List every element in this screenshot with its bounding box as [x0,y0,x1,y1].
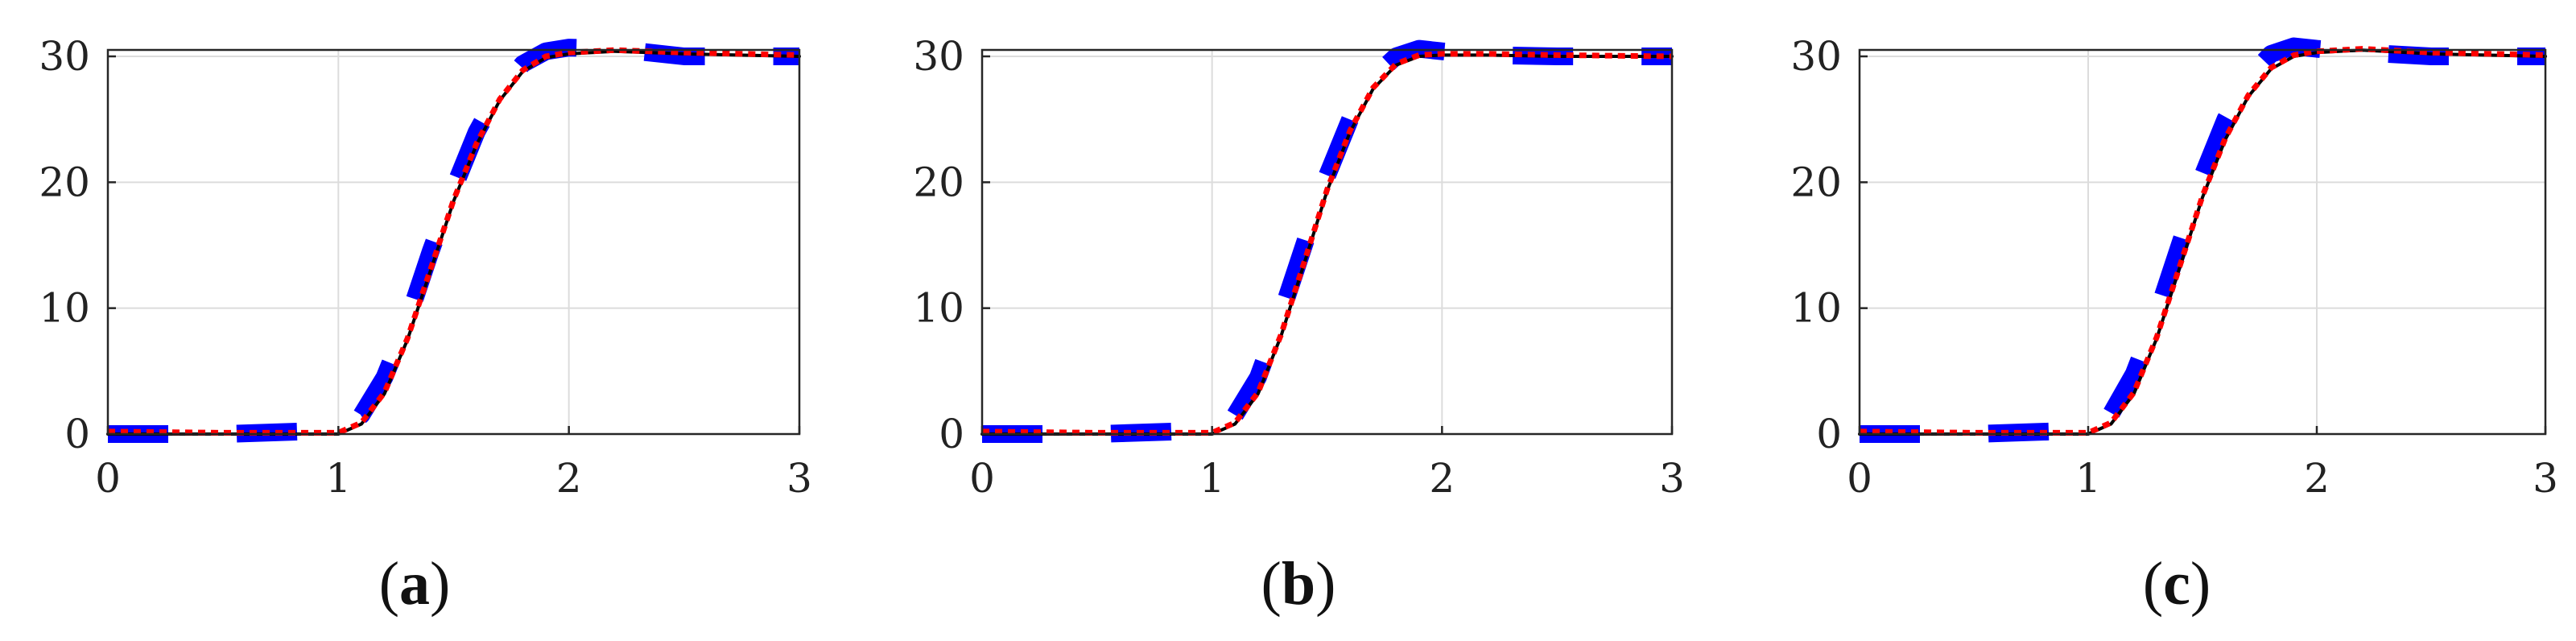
y-tick-label: 10 [39,285,90,332]
plot-area [1860,50,2545,434]
panel-label-close-paren: ) [430,550,450,618]
series-line-blue-thick-dashed [108,39,799,443]
x-tick-label: 1 [325,455,351,502]
x-tick-label: 1 [1199,455,1225,502]
y-tick-label: 30 [1790,33,1842,80]
y-tick-label: 20 [39,159,90,205]
axes-box [106,48,801,436]
x-tick-label: 2 [556,455,582,502]
x-tick-label: 0 [969,455,995,502]
series-line-black-solid [106,49,801,436]
panel-label-open-paren: ( [1261,550,1282,618]
y-tick-label: 20 [913,159,964,205]
y-tick-label: 0 [64,411,90,457]
y-tick-label: 20 [1790,159,1842,205]
panel-label-letter: b [1282,550,1315,618]
y-tick-label: 30 [913,33,964,80]
series-line-red-dotted [107,47,800,436]
panel-label-letter: a [399,550,430,618]
y-tick-label: 0 [939,411,964,457]
series-line-red-dotted [981,51,1673,436]
x-tick-label: 3 [2533,455,2558,502]
series-line-blue-thick-dashed [982,39,1672,443]
y-tick-label: 10 [1790,285,1842,332]
panel-label-open-paren: ( [379,550,399,618]
x-tick-label: 3 [786,455,812,502]
panel-label: (a) [379,550,451,618]
x-tick-label: 3 [1659,455,1685,502]
axes-box [980,48,1674,436]
series-line-red-dotted [1859,46,2546,436]
panel-label-letter: c [2163,550,2190,618]
series-line-blue-thick-dashed [1860,37,2545,443]
x-tick-label: 2 [2304,455,2330,502]
panel-label: (b) [1261,550,1336,618]
plot-area [982,50,1672,434]
x-tick-label: 0 [95,455,121,502]
panel-label: (c) [2143,550,2211,618]
panel-label-close-paren: ) [2190,550,2211,618]
y-tick-label: 10 [913,285,964,332]
x-tick-label: 2 [1429,455,1455,502]
x-tick-label: 0 [1847,455,1872,502]
panel-label-close-paren: ) [1315,550,1335,618]
y-tick-label: 30 [39,33,90,80]
plot-area [108,50,799,434]
x-tick-label: 1 [2075,455,2101,502]
panel-label-open-paren: ( [2143,550,2163,618]
y-tick-label: 0 [1816,411,1842,457]
axes-box [1858,48,2547,436]
